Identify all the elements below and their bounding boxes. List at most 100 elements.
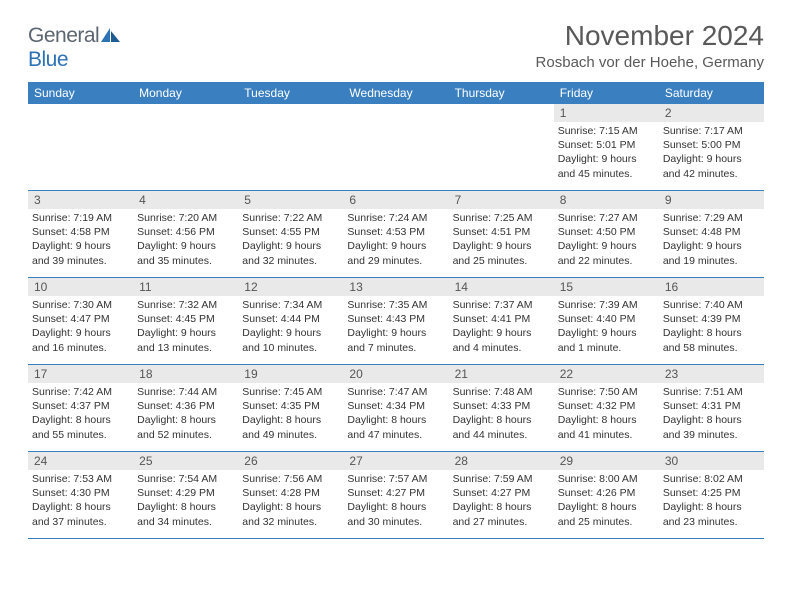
day-body: Sunrise: 7:57 AMSunset: 4:27 PMDaylight:… [343, 470, 448, 533]
sunrise-text: Sunrise: 7:44 AM [137, 385, 234, 399]
day-body: Sunrise: 7:53 AMSunset: 4:30 PMDaylight:… [28, 470, 133, 533]
day-body: Sunrise: 7:50 AMSunset: 4:32 PMDaylight:… [554, 383, 659, 446]
day-number: 26 [238, 452, 343, 470]
day-cell [238, 104, 343, 190]
sunset-text: Sunset: 4:26 PM [558, 486, 655, 500]
daylight-text: Daylight: 9 hours and 29 minutes. [347, 239, 444, 267]
day-body: Sunrise: 7:44 AMSunset: 4:36 PMDaylight:… [133, 383, 238, 446]
brand-logo: GeneralBlue [28, 20, 121, 72]
day-cell: 21Sunrise: 7:48 AMSunset: 4:33 PMDayligh… [449, 365, 554, 451]
daylight-text: Daylight: 8 hours and 37 minutes. [32, 500, 129, 528]
day-number: 8 [554, 191, 659, 209]
sunset-text: Sunset: 4:34 PM [347, 399, 444, 413]
day-body: Sunrise: 7:37 AMSunset: 4:41 PMDaylight:… [449, 296, 554, 359]
sunrise-text: Sunrise: 7:32 AM [137, 298, 234, 312]
week-row: 3Sunrise: 7:19 AMSunset: 4:58 PMDaylight… [28, 191, 764, 278]
sunrise-text: Sunrise: 7:30 AM [32, 298, 129, 312]
daylight-text: Daylight: 9 hours and 22 minutes. [558, 239, 655, 267]
weekday-header: Tuesday [238, 82, 343, 104]
sunset-text: Sunset: 4:27 PM [347, 486, 444, 500]
sunrise-text: Sunrise: 7:59 AM [453, 472, 550, 486]
day-cell [133, 104, 238, 190]
day-number: 1 [554, 104, 659, 122]
sunrise-text: Sunrise: 7:53 AM [32, 472, 129, 486]
sunset-text: Sunset: 4:40 PM [558, 312, 655, 326]
weekday-header: Friday [554, 82, 659, 104]
day-cell: 22Sunrise: 7:50 AMSunset: 4:32 PMDayligh… [554, 365, 659, 451]
daylight-text: Daylight: 8 hours and 52 minutes. [137, 413, 234, 441]
day-body: Sunrise: 7:45 AMSunset: 4:35 PMDaylight:… [238, 383, 343, 446]
sunset-text: Sunset: 4:28 PM [242, 486, 339, 500]
day-body: Sunrise: 7:24 AMSunset: 4:53 PMDaylight:… [343, 209, 448, 272]
day-number: 10 [28, 278, 133, 296]
week-row: 1Sunrise: 7:15 AMSunset: 5:01 PMDaylight… [28, 104, 764, 191]
sunset-text: Sunset: 4:36 PM [137, 399, 234, 413]
day-body: Sunrise: 7:29 AMSunset: 4:48 PMDaylight:… [659, 209, 764, 272]
day-body: Sunrise: 7:22 AMSunset: 4:55 PMDaylight:… [238, 209, 343, 272]
day-number: 19 [238, 365, 343, 383]
sunrise-text: Sunrise: 7:45 AM [242, 385, 339, 399]
day-number: 11 [133, 278, 238, 296]
sunset-text: Sunset: 4:56 PM [137, 225, 234, 239]
sunset-text: Sunset: 4:44 PM [242, 312, 339, 326]
sunset-text: Sunset: 4:29 PM [137, 486, 234, 500]
day-body: Sunrise: 8:02 AMSunset: 4:25 PMDaylight:… [659, 470, 764, 533]
day-number: 24 [28, 452, 133, 470]
sails-icon [101, 24, 121, 48]
day-cell: 28Sunrise: 7:59 AMSunset: 4:27 PMDayligh… [449, 452, 554, 538]
daylight-text: Daylight: 9 hours and 25 minutes. [453, 239, 550, 267]
day-cell: 23Sunrise: 7:51 AMSunset: 4:31 PMDayligh… [659, 365, 764, 451]
daylight-text: Daylight: 9 hours and 39 minutes. [32, 239, 129, 267]
daylight-text: Daylight: 8 hours and 32 minutes. [242, 500, 339, 528]
day-number: 17 [28, 365, 133, 383]
weekday-header: Saturday [659, 82, 764, 104]
day-number: 18 [133, 365, 238, 383]
weeks-container: 1Sunrise: 7:15 AMSunset: 5:01 PMDaylight… [28, 104, 764, 539]
day-cell: 29Sunrise: 8:00 AMSunset: 4:26 PMDayligh… [554, 452, 659, 538]
sunset-text: Sunset: 4:53 PM [347, 225, 444, 239]
day-cell: 30Sunrise: 8:02 AMSunset: 4:25 PMDayligh… [659, 452, 764, 538]
brand-part2: Blue [28, 48, 68, 71]
daylight-text: Daylight: 8 hours and 58 minutes. [663, 326, 760, 354]
day-body: Sunrise: 7:25 AMSunset: 4:51 PMDaylight:… [449, 209, 554, 272]
daylight-text: Daylight: 8 hours and 44 minutes. [453, 413, 550, 441]
day-cell: 26Sunrise: 7:56 AMSunset: 4:28 PMDayligh… [238, 452, 343, 538]
day-cell [449, 104, 554, 190]
day-cell: 10Sunrise: 7:30 AMSunset: 4:47 PMDayligh… [28, 278, 133, 364]
day-cell [28, 104, 133, 190]
day-cell: 18Sunrise: 7:44 AMSunset: 4:36 PMDayligh… [133, 365, 238, 451]
daylight-text: Daylight: 9 hours and 10 minutes. [242, 326, 339, 354]
daylight-text: Daylight: 8 hours and 23 minutes. [663, 500, 760, 528]
sunrise-text: Sunrise: 7:35 AM [347, 298, 444, 312]
daylight-text: Daylight: 9 hours and 13 minutes. [137, 326, 234, 354]
day-body: Sunrise: 7:42 AMSunset: 4:37 PMDaylight:… [28, 383, 133, 446]
daylight-text: Daylight: 9 hours and 32 minutes. [242, 239, 339, 267]
month-title: November 2024 [536, 20, 764, 52]
sunrise-text: Sunrise: 7:57 AM [347, 472, 444, 486]
brand-part1: General [28, 24, 99, 47]
sunrise-text: Sunrise: 7:40 AM [663, 298, 760, 312]
day-cell: 1Sunrise: 7:15 AMSunset: 5:01 PMDaylight… [554, 104, 659, 190]
header: GeneralBlue November 2024 Rosbach vor de… [28, 20, 764, 72]
daylight-text: Daylight: 8 hours and 49 minutes. [242, 413, 339, 441]
sunrise-text: Sunrise: 7:48 AM [453, 385, 550, 399]
sunset-text: Sunset: 4:58 PM [32, 225, 129, 239]
day-body: Sunrise: 7:34 AMSunset: 4:44 PMDaylight:… [238, 296, 343, 359]
sunrise-text: Sunrise: 7:24 AM [347, 211, 444, 225]
day-cell: 16Sunrise: 7:40 AMSunset: 4:39 PMDayligh… [659, 278, 764, 364]
day-body: Sunrise: 7:32 AMSunset: 4:45 PMDaylight:… [133, 296, 238, 359]
calendar: Sunday Monday Tuesday Wednesday Thursday… [28, 82, 764, 539]
week-row: 24Sunrise: 7:53 AMSunset: 4:30 PMDayligh… [28, 452, 764, 539]
sunset-text: Sunset: 4:30 PM [32, 486, 129, 500]
daylight-text: Daylight: 8 hours and 34 minutes. [137, 500, 234, 528]
sunrise-text: Sunrise: 7:17 AM [663, 124, 760, 138]
sunrise-text: Sunrise: 7:34 AM [242, 298, 339, 312]
sunset-text: Sunset: 5:01 PM [558, 138, 655, 152]
daylight-text: Daylight: 8 hours and 27 minutes. [453, 500, 550, 528]
day-number: 13 [343, 278, 448, 296]
day-body: Sunrise: 7:40 AMSunset: 4:39 PMDaylight:… [659, 296, 764, 359]
sunset-text: Sunset: 4:45 PM [137, 312, 234, 326]
daylight-text: Daylight: 8 hours and 55 minutes. [32, 413, 129, 441]
day-body: Sunrise: 7:35 AMSunset: 4:43 PMDaylight:… [343, 296, 448, 359]
day-number: 3 [28, 191, 133, 209]
